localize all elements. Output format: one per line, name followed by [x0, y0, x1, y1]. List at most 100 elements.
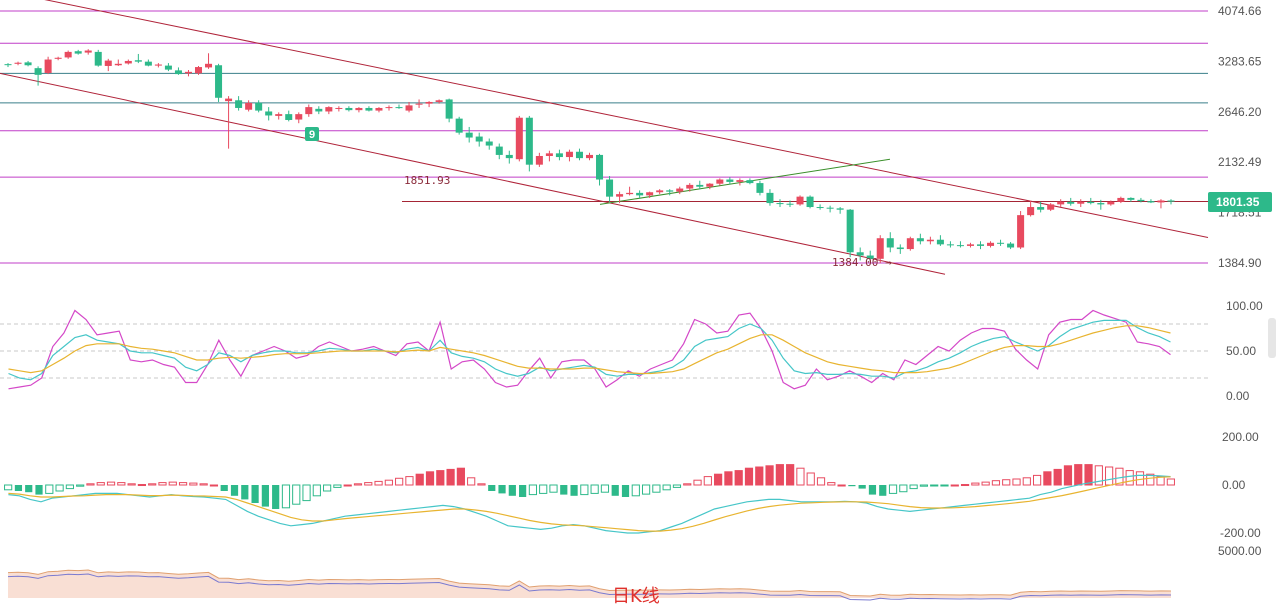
macd-bar	[312, 484, 321, 497]
macd-bar	[1032, 474, 1042, 486]
candle-body	[1097, 203, 1105, 205]
candle-body	[154, 64, 162, 66]
candle-body	[194, 67, 203, 74]
candle-body	[225, 98, 233, 102]
macd-bar	[549, 484, 558, 493]
candle-body	[415, 103, 423, 105]
candle-body	[1137, 199, 1145, 202]
candle-body	[14, 62, 22, 64]
macd-bar	[384, 479, 393, 486]
candle-body	[806, 196, 814, 208]
candle-body	[1167, 200, 1175, 202]
macd-bar	[930, 484, 939, 487]
panel-resize-handle[interactable]	[1268, 318, 1276, 358]
macd-bar	[1002, 479, 1011, 486]
candle-body	[114, 63, 122, 66]
macd-tick-label: -200.00	[1220, 526, 1261, 540]
candle-body	[846, 209, 854, 253]
macd-bar	[786, 464, 795, 486]
macd-bar	[14, 485, 23, 491]
macd-bar	[477, 483, 486, 486]
candle-body	[1157, 200, 1165, 203]
candle-body	[626, 192, 634, 195]
candle-body	[987, 242, 995, 246]
macd-bar	[1146, 473, 1155, 486]
candle-body	[235, 100, 243, 108]
kdj-tick-label: 100.00	[1226, 299, 1263, 313]
macd-bar	[683, 483, 692, 486]
macd-bar	[1125, 470, 1134, 486]
macd-bar	[55, 484, 64, 492]
candle-body	[475, 136, 483, 142]
price-tick-label: 1384.90	[1218, 256, 1262, 270]
candle-body	[174, 70, 182, 75]
macd-bar	[436, 470, 445, 486]
candle-body	[124, 60, 132, 64]
volume-tick-label: 5000.00	[1218, 544, 1262, 558]
candle-body	[856, 252, 864, 256]
macd-bar	[611, 485, 619, 496]
macd-bar	[96, 482, 105, 486]
macd-bar	[230, 485, 239, 496]
low-label: 1384.00 →	[832, 256, 892, 269]
macd-bar	[1043, 471, 1052, 486]
macd-bar	[241, 485, 249, 500]
candle-body	[395, 107, 403, 109]
candle-body	[405, 105, 413, 111]
candle-body	[736, 180, 744, 182]
macd-bar	[364, 482, 373, 486]
macd-bar	[519, 485, 527, 497]
candle-body	[134, 60, 142, 62]
candle-body	[1057, 201, 1065, 205]
candle-body	[1087, 201, 1095, 204]
channel-upper-line	[44, 0, 1209, 238]
price-tick-label: 2646.20	[1218, 105, 1262, 119]
macd-bar	[281, 484, 291, 509]
candle-body	[1017, 215, 1025, 248]
candle-body	[606, 179, 614, 197]
macd-bar	[714, 473, 723, 486]
macd-bar	[991, 480, 1001, 486]
candle-body	[716, 179, 724, 184]
candle-body	[656, 190, 664, 193]
macd-bar	[971, 482, 980, 486]
candle-body	[1007, 243, 1015, 248]
candle-body	[44, 59, 52, 73]
candle-body	[555, 153, 563, 158]
macd-bar	[816, 477, 826, 486]
candle-body	[355, 107, 363, 111]
macd-bar	[1094, 465, 1103, 486]
candle-body	[966, 244, 974, 246]
candle-body	[345, 107, 353, 111]
trend-line	[599, 158, 891, 205]
macd-bar	[272, 485, 280, 509]
candle-body	[94, 51, 102, 66]
candle-body	[215, 65, 223, 98]
candle-body	[916, 238, 924, 242]
macd-bar	[693, 479, 702, 486]
macd-bar	[560, 485, 568, 495]
macd-bar	[117, 482, 126, 486]
macd-bar	[765, 465, 774, 486]
dif-line	[8, 474, 1171, 534]
macd-bar	[621, 485, 630, 497]
macd-bar	[1022, 477, 1031, 486]
candle-body	[876, 238, 884, 259]
macd-bar	[1156, 476, 1165, 486]
high-label: 1851.93	[404, 174, 450, 187]
macd-bar	[405, 476, 414, 486]
candle-body	[525, 117, 533, 165]
candle-body	[485, 141, 493, 146]
macd-bar	[827, 482, 836, 486]
candle-body	[205, 63, 213, 68]
candle-body	[616, 194, 624, 197]
macd-bar	[35, 485, 43, 495]
macd-bar	[415, 473, 424, 486]
macd-bar	[148, 483, 157, 486]
j-line	[8, 309, 1171, 390]
macd-bar	[498, 485, 506, 494]
candle-body	[285, 114, 293, 120]
macd-bar	[45, 484, 54, 494]
candle-body	[84, 50, 92, 53]
macd-bar	[652, 484, 661, 493]
